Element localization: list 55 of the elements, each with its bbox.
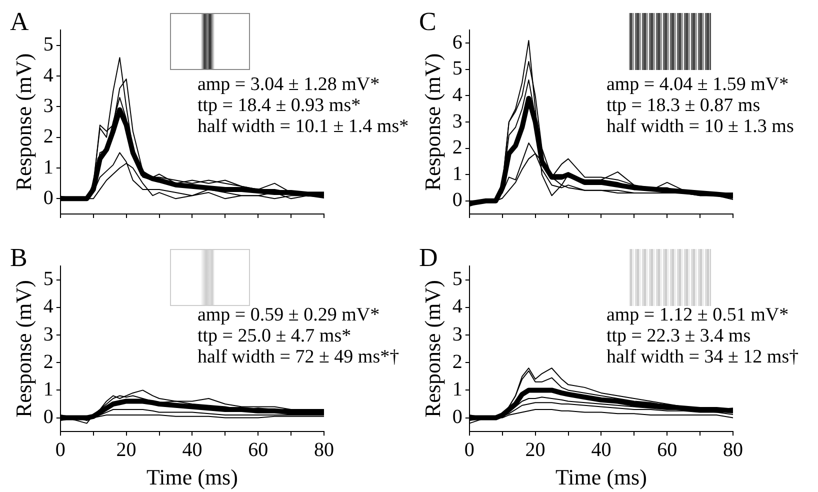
annotation: half width = 34 ± 12 ms† [606, 346, 799, 368]
x-tick-label: 80 [314, 438, 334, 461]
annotation: half width = 10.1 ± 1.4 ms* [197, 116, 409, 138]
annotation: half width = 72 ± 49 ms*† [197, 346, 400, 368]
y-tick-label: 2 [43, 350, 54, 373]
y-tick-label: 3 [452, 323, 462, 346]
y-tick-label: 2 [43, 126, 54, 148]
y-tick-label: 3 [43, 323, 54, 346]
y-tick-label: 1 [43, 156, 54, 178]
y-tick-label: 4 [43, 296, 54, 318]
x-tick-label: 20 [525, 438, 546, 461]
annotation: ttp = 22.3 ± 3.4 ms [606, 326, 751, 347]
y-tick-label: 5 [43, 34, 54, 56]
annotation: amp = 0.59 ± 0.29 mV* [197, 304, 380, 326]
annotation: ttp = 25.0 ± 4.7 ms* [197, 326, 352, 347]
chart-title: B [10, 242, 28, 272]
x-tick-label: 40 [182, 438, 202, 461]
annotation: amp = 4.04 ± 1.59 mV* [606, 74, 789, 96]
y-axis-title: Response (mV) [420, 53, 445, 191]
annotation: ttp = 18.4 ± 0.93 ms* [197, 95, 361, 116]
y-tick-label: 0 [43, 406, 54, 428]
y-tick-label: 5 [43, 268, 54, 290]
y-tick-label: 2 [452, 350, 462, 373]
x-axis-title: Time (ms) [555, 464, 647, 490]
y-tick-label: 5 [452, 268, 462, 290]
chart-title: D [419, 242, 438, 272]
y-tick-label: 6 [452, 31, 462, 54]
annotation: half width = 10 ± 1.3 ms [606, 116, 794, 138]
y-tick-label: 4 [452, 84, 462, 106]
y-tick-label: 3 [452, 110, 462, 132]
annotation: amp = 3.04 ± 1.28 mV* [197, 74, 380, 96]
x-tick-label: 80 [723, 438, 743, 461]
x-tick-label: 20 [116, 438, 136, 461]
y-tick-label: 0 [43, 186, 54, 209]
y-tick-label: 3 [43, 94, 54, 117]
x-axis-title: Time (ms) [146, 464, 238, 490]
y-tick-label: 0 [452, 406, 462, 428]
y-axis-title: Response (mV) [420, 280, 445, 418]
x-tick-label: 60 [657, 438, 678, 461]
y-tick-label: 0 [452, 189, 462, 212]
y-tick-label: 4 [43, 64, 54, 86]
x-tick-label: 60 [248, 438, 268, 461]
y-tick-label: 5 [452, 58, 462, 80]
annotation: amp = 1.12 ± 0.51 mV* [606, 304, 789, 326]
chart-title: C [419, 6, 436, 36]
y-tick-label: 2 [452, 136, 462, 159]
chart-title: A [10, 6, 29, 36]
annotation: ttp = 18.3 ± 0.87 ms [606, 95, 760, 116]
y-tick-label: 1 [452, 162, 462, 185]
y-tick-label: 4 [452, 296, 462, 318]
y-tick-label: 1 [43, 378, 54, 400]
x-tick-label: 40 [591, 438, 612, 461]
y-axis-title: Response (mV) [10, 280, 36, 418]
y-axis-title: Response (mV) [10, 53, 36, 191]
y-tick-label: 1 [452, 378, 462, 400]
